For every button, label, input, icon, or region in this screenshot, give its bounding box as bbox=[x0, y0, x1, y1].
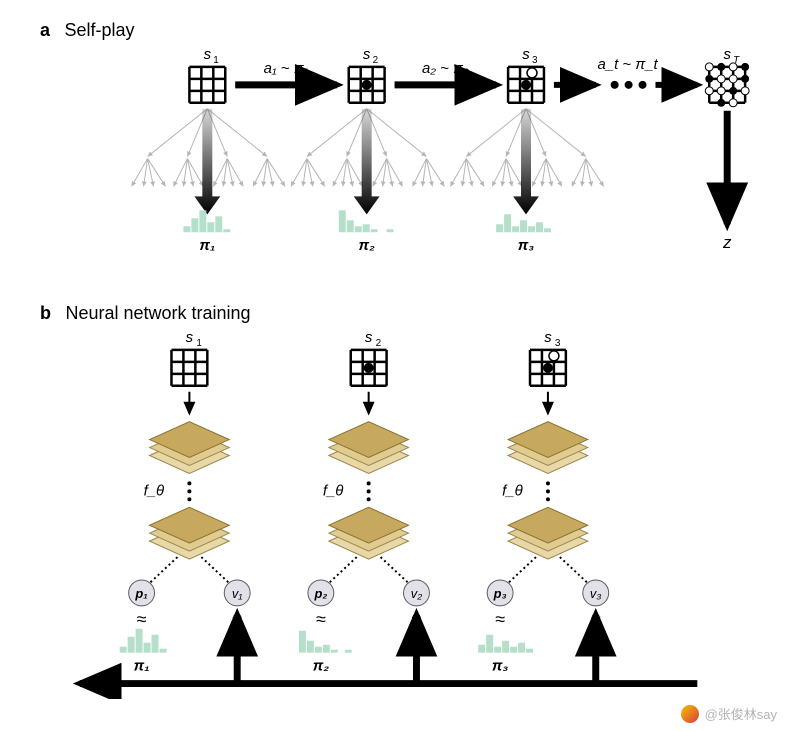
panel-b-header: b Neural network training bbox=[40, 303, 777, 324]
mcts-tree-2: π₂ bbox=[291, 109, 444, 254]
svg-text:s: s bbox=[365, 330, 373, 346]
b-pi-3: π₃ bbox=[492, 658, 509, 675]
ftheta-1: f_θ bbox=[144, 482, 165, 499]
svg-text:≈: ≈ bbox=[137, 609, 147, 629]
action-2: a₂ ~ π₂ bbox=[422, 60, 469, 77]
svg-text:T: T bbox=[733, 55, 740, 66]
feedback-arrow bbox=[80, 615, 697, 687]
svg-text:1: 1 bbox=[213, 55, 219, 66]
panel-b-title: Neural network training bbox=[65, 303, 250, 323]
v-3: v₃ bbox=[590, 586, 602, 601]
panel-a-header: a Self-play bbox=[40, 20, 777, 41]
svg-text:2: 2 bbox=[373, 55, 379, 66]
pi-1: π₁ bbox=[199, 237, 215, 254]
panel-a-svg: s1 a₁ ~ π₁ s2 a₂ ~ π₂ s3 a_t ~ π_t bbox=[40, 47, 777, 276]
svg-text:≈: ≈ bbox=[495, 609, 505, 629]
p-1: p₁ bbox=[134, 586, 147, 601]
svg-text:3: 3 bbox=[555, 338, 561, 349]
svg-text:1: 1 bbox=[196, 338, 202, 349]
v-2: v₂ bbox=[411, 586, 422, 601]
mcts-tree-3: π₃ bbox=[450, 109, 603, 254]
ftheta-3: f_θ bbox=[502, 482, 523, 499]
watermark: @张俊林say bbox=[681, 704, 777, 723]
svg-text:≈: ≈ bbox=[316, 609, 326, 629]
svg-text:3: 3 bbox=[532, 55, 538, 66]
ftheta-2: f_θ bbox=[323, 482, 344, 499]
action-1: a₁ ~ π₁ bbox=[264, 60, 309, 77]
mcts-tree-1: π₁ bbox=[132, 109, 285, 254]
nn-stack-bot-1 bbox=[150, 507, 230, 559]
svg-text:s: s bbox=[186, 330, 194, 346]
panel-b-svg: s1 f_θ p₁ v₁ ≈ ≈ bbox=[40, 330, 777, 699]
nn-stack-top-1 bbox=[150, 422, 230, 474]
v-1: v₁ bbox=[232, 586, 243, 601]
p-3: p₃ bbox=[493, 586, 507, 601]
pi-3: π₃ bbox=[518, 237, 535, 254]
svg-text:2: 2 bbox=[376, 338, 382, 349]
svg-text:s: s bbox=[544, 330, 552, 346]
panel-a-letter: a bbox=[40, 20, 50, 40]
z-output: z bbox=[722, 233, 732, 252]
panel-a-title: Self-play bbox=[64, 20, 134, 40]
svg-text:s: s bbox=[723, 47, 731, 63]
p-2: p₂ bbox=[313, 586, 327, 601]
svg-text:s: s bbox=[363, 47, 371, 63]
b-pi-1: π₁ bbox=[134, 658, 150, 675]
panel-b-letter: b bbox=[40, 303, 51, 323]
svg-text:s: s bbox=[522, 47, 530, 63]
pi-2: π₂ bbox=[359, 237, 376, 254]
b-pi-2: π₂ bbox=[313, 658, 330, 675]
svg-text:s: s bbox=[204, 47, 212, 63]
action-t: a_t ~ π_t bbox=[598, 56, 659, 73]
weibo-icon bbox=[681, 705, 699, 723]
watermark-text: @张俊林say bbox=[705, 704, 777, 723]
